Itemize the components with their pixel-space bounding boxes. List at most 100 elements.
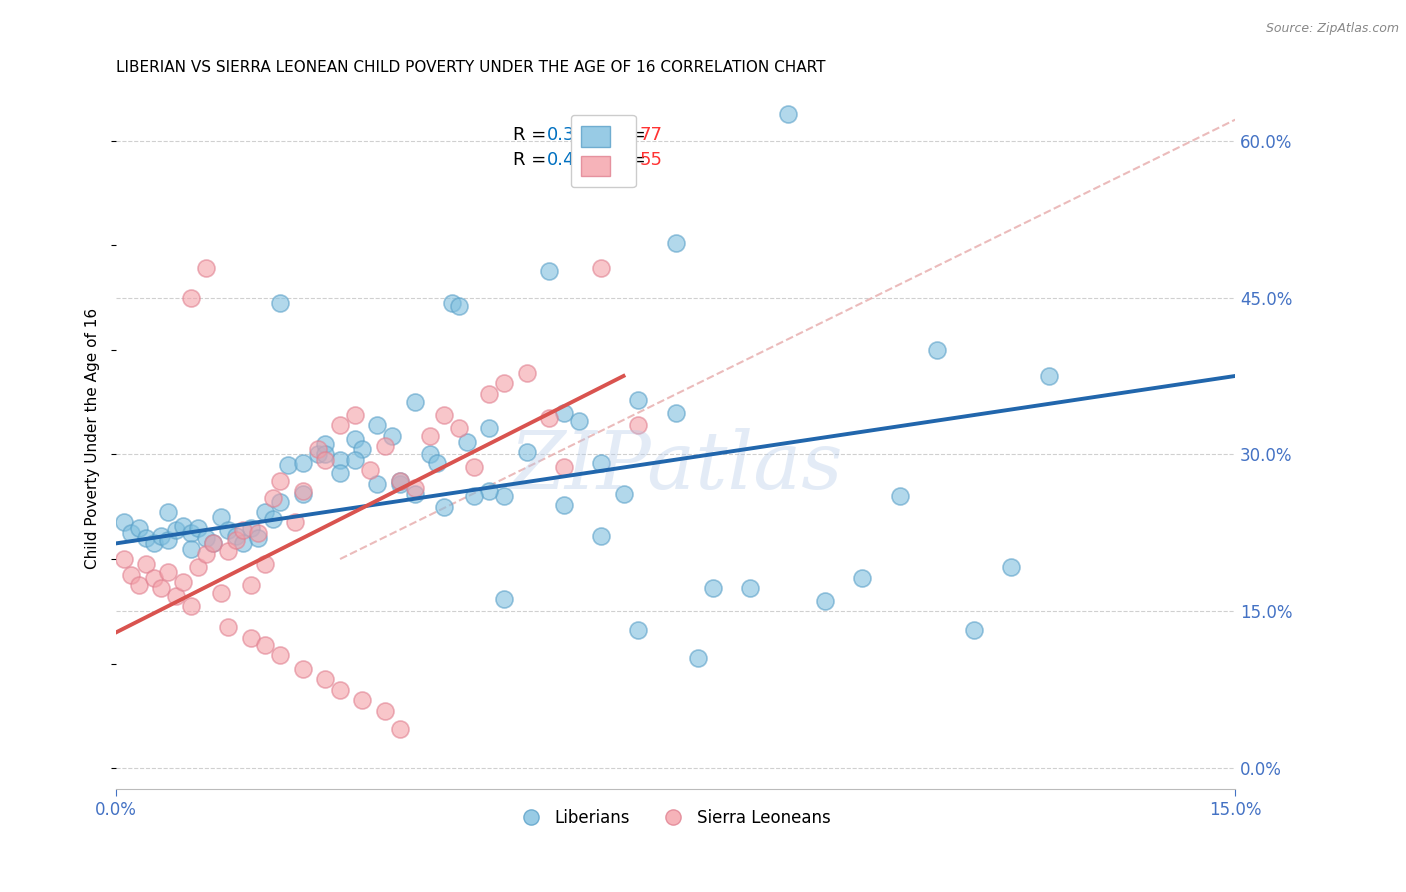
Point xyxy=(254,505,277,519)
Point xyxy=(359,463,381,477)
Point xyxy=(352,693,374,707)
Point xyxy=(366,476,388,491)
Point xyxy=(463,460,485,475)
Point xyxy=(478,386,501,401)
Point xyxy=(202,536,225,550)
Point xyxy=(433,500,456,514)
Point xyxy=(180,599,202,614)
Point xyxy=(269,295,291,310)
Point xyxy=(194,547,217,561)
Text: 0.446: 0.446 xyxy=(547,151,599,169)
Point xyxy=(284,516,307,530)
Point xyxy=(516,445,538,459)
Point xyxy=(165,589,187,603)
Point xyxy=(225,529,247,543)
Point xyxy=(307,447,329,461)
Point xyxy=(128,578,150,592)
Point xyxy=(329,452,352,467)
Point xyxy=(157,565,180,579)
Point xyxy=(352,442,374,457)
Point xyxy=(426,456,449,470)
Point xyxy=(150,529,173,543)
Point xyxy=(291,484,314,499)
Point xyxy=(165,523,187,537)
Point xyxy=(591,456,613,470)
Text: R =: R = xyxy=(513,151,553,169)
Point xyxy=(172,575,194,590)
Point xyxy=(388,722,411,736)
Point xyxy=(291,662,314,676)
Point xyxy=(239,631,262,645)
Point xyxy=(277,458,299,472)
Point xyxy=(239,578,262,592)
Text: R =: R = xyxy=(513,126,553,144)
Point xyxy=(627,624,650,638)
Point xyxy=(665,406,688,420)
Text: 77: 77 xyxy=(640,126,664,144)
Point xyxy=(225,533,247,548)
Point xyxy=(262,512,284,526)
Point xyxy=(419,428,441,442)
Point xyxy=(553,406,575,420)
Text: 55: 55 xyxy=(640,151,664,169)
Point xyxy=(314,673,336,687)
Point xyxy=(568,414,591,428)
Point xyxy=(627,418,650,433)
Point xyxy=(135,531,157,545)
Text: 0.341: 0.341 xyxy=(547,126,599,144)
Point xyxy=(702,582,724,596)
Point xyxy=(269,494,291,508)
Point xyxy=(329,467,352,481)
Point xyxy=(329,418,352,433)
Point xyxy=(343,452,366,467)
Point xyxy=(388,474,411,488)
Point xyxy=(463,489,485,503)
Point xyxy=(314,452,336,467)
Point xyxy=(291,487,314,501)
Point xyxy=(209,510,232,524)
Point xyxy=(478,421,501,435)
Point xyxy=(440,295,463,310)
Point xyxy=(314,437,336,451)
Point xyxy=(209,585,232,599)
Point xyxy=(388,476,411,491)
Point xyxy=(157,533,180,548)
Point xyxy=(925,343,948,357)
Point xyxy=(329,682,352,697)
Point xyxy=(612,487,634,501)
Point xyxy=(963,624,986,638)
Point xyxy=(269,648,291,663)
Point xyxy=(537,264,560,278)
Point xyxy=(404,481,426,495)
Point xyxy=(449,299,471,313)
Y-axis label: Child Poverty Under the Age of 16: Child Poverty Under the Age of 16 xyxy=(86,308,100,569)
Point xyxy=(478,484,501,499)
Point xyxy=(343,408,366,422)
Point xyxy=(232,523,254,537)
Text: N =: N = xyxy=(599,151,651,169)
Point xyxy=(537,410,560,425)
Point xyxy=(180,541,202,556)
Point xyxy=(814,594,837,608)
Point xyxy=(388,474,411,488)
Point xyxy=(120,525,142,540)
Point xyxy=(449,421,471,435)
Point xyxy=(374,704,396,718)
Point xyxy=(180,291,202,305)
Point xyxy=(194,261,217,276)
Point xyxy=(553,498,575,512)
Point xyxy=(419,447,441,461)
Text: ZIPatlas: ZIPatlas xyxy=(509,428,842,506)
Point xyxy=(172,518,194,533)
Point xyxy=(194,531,217,545)
Point xyxy=(128,521,150,535)
Point xyxy=(665,236,688,251)
Text: LIBERIAN VS SIERRA LEONEAN CHILD POVERTY UNDER THE AGE OF 16 CORRELATION CHART: LIBERIAN VS SIERRA LEONEAN CHILD POVERTY… xyxy=(117,60,825,75)
Point xyxy=(627,392,650,407)
Point xyxy=(112,516,135,530)
Point xyxy=(494,591,516,606)
Point xyxy=(433,408,456,422)
Point xyxy=(516,366,538,380)
Point xyxy=(688,651,710,665)
Point xyxy=(262,491,284,506)
